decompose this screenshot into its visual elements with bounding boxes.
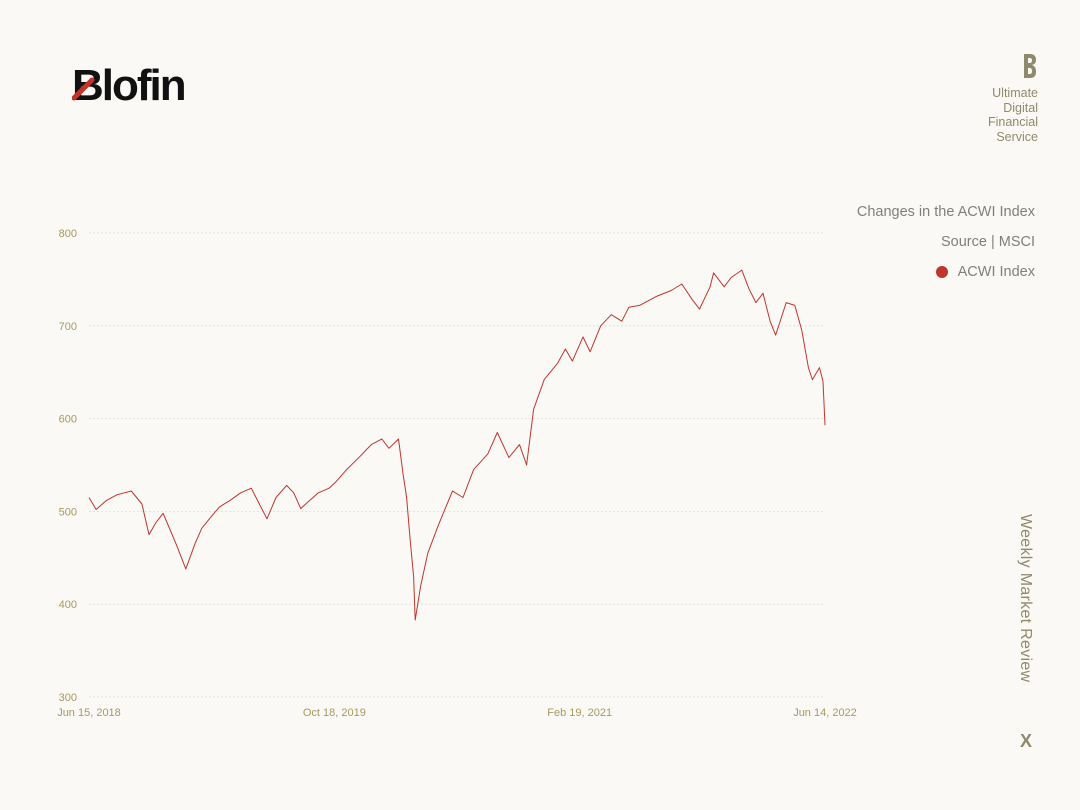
x-tick-label: Jun 14, 2022 (793, 707, 857, 719)
y-tick-label: 400 (59, 599, 77, 611)
chart-info-panel: Changes in the ACWI Index Source | MSCI … (835, 203, 1035, 281)
logo-slash-mark (72, 77, 95, 101)
chart-legend: ACWI Index (835, 263, 1035, 281)
x-tick-label: Jun 15, 2018 (57, 707, 121, 719)
chart-title: Changes in the ACWI Index (856, 204, 1035, 220)
blofin-logo: Blofin (72, 61, 187, 110)
weekly-market-review-title: Weekly Market Review (1017, 514, 1034, 683)
y-tick-label: 600 (59, 414, 77, 426)
close-icon[interactable]: X (1020, 731, 1033, 751)
legend-marker (935, 266, 948, 278)
y-tick-label: 300 (59, 692, 77, 704)
tagline-line: Service (996, 129, 1038, 144)
legend-label: ACWI Index (957, 264, 1035, 280)
tagline: Ultimate Digital Financial Service (918, 86, 1038, 144)
tagline-line: Ultimate (992, 86, 1038, 100)
logo-text: Blofin (72, 61, 187, 110)
series-line-acwi-index (88, 269, 826, 621)
chart-source: Source | MSCI (940, 234, 1035, 250)
y-tick-label: 800 (59, 228, 77, 240)
y-tick-label: 700 (59, 321, 77, 333)
x-tick-label: Feb 19, 2021 (547, 707, 612, 719)
y-tick-label: 500 (59, 506, 77, 518)
x-tick-label: Oct 18, 2019 (303, 707, 366, 719)
tagline-line: Financial (987, 115, 1038, 129)
brand-b-icon (1024, 54, 1036, 78)
tagline-line: Digital (1003, 100, 1038, 115)
